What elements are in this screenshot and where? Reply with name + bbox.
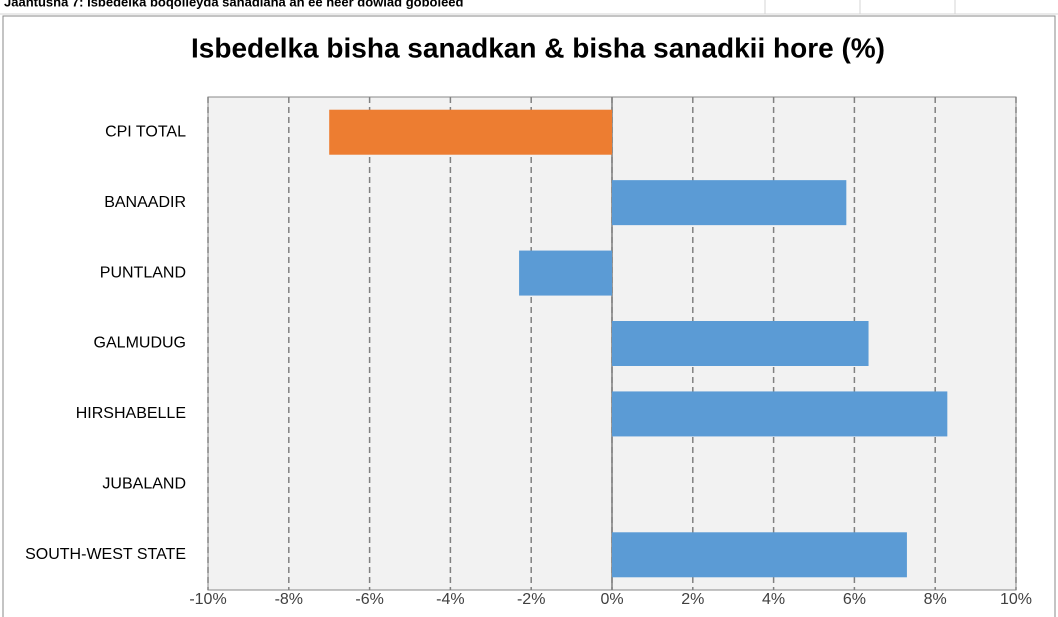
y-tick-label: PUNTLAND: [100, 264, 186, 281]
x-tick-label: -8%: [275, 591, 303, 608]
x-tick-label: 0%: [600, 591, 623, 608]
x-tick-label: -6%: [355, 591, 383, 608]
y-tick-label: SOUTH-WEST STATE: [25, 546, 186, 563]
y-tick-label: HIRSHABELLE: [76, 405, 186, 422]
chart-title: Isbedelka bisha sanadkan & bisha sanadki…: [191, 32, 885, 63]
x-tick-label: 8%: [924, 591, 947, 608]
x-tick-label: 4%: [762, 591, 785, 608]
bar: [612, 391, 948, 437]
bar: [329, 109, 612, 155]
x-tick-label: 6%: [843, 591, 866, 608]
y-tick-label: GALMUDUG: [94, 335, 186, 352]
x-tick-label: -4%: [436, 591, 464, 608]
bar: [612, 532, 907, 578]
x-tick-label: -2%: [517, 591, 545, 608]
x-tick-label: 2%: [681, 591, 704, 608]
bar: [612, 321, 869, 366]
bar: [519, 250, 612, 296]
x-tick-label: -10%: [189, 591, 226, 608]
cell-grid: [0, 0, 1058, 15]
x-tick-label: 10%: [1000, 591, 1032, 608]
y-tick-label: CPI TOTAL: [105, 123, 186, 140]
bar: [612, 180, 847, 226]
y-tick-label: JUBALAND: [102, 476, 186, 493]
sheet-caption: Jaantusha 7: Isbedelka boqolleyda sanadl…: [4, 0, 464, 9]
y-tick-label: BANAADIR: [104, 194, 186, 211]
